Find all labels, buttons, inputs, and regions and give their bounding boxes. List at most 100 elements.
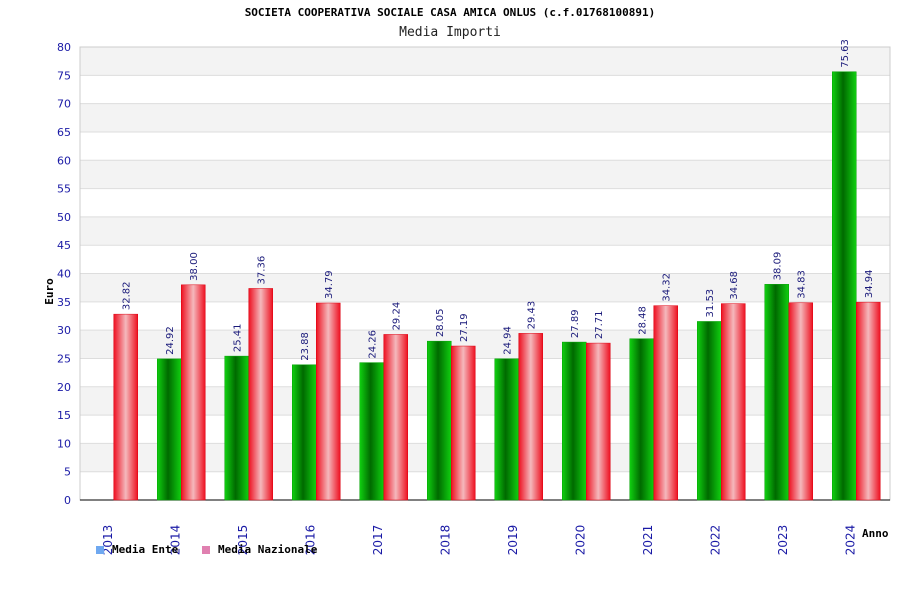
bar-value-label: 34.32 bbox=[662, 273, 673, 302]
bar-media-nazionale bbox=[788, 302, 813, 501]
legend-item-media-ente: Media Ente bbox=[96, 543, 178, 556]
bar-media-nazionale bbox=[181, 284, 206, 501]
bar-media-ente bbox=[764, 284, 789, 501]
axes: 0 5 10 15 20 25 30 35 40 45 50 55 60 65 70 75 80 Euro Anno… bbox=[43, 41, 891, 556]
bar-media-nazionale bbox=[113, 313, 138, 501]
x-tick-label: 2022 bbox=[708, 525, 722, 556]
x-tick-label: 2016 bbox=[303, 525, 317, 556]
bar-media-ente bbox=[224, 355, 249, 501]
grid-band bbox=[80, 160, 890, 189]
legend-swatch-ente bbox=[96, 545, 104, 554]
grid-band bbox=[80, 131, 890, 161]
y-tick-label: 15 bbox=[57, 409, 71, 422]
x-tick-label: 2020 bbox=[573, 525, 587, 556]
chart-subtitle: Media Importi bbox=[399, 25, 501, 40]
y-tick-label: 55 bbox=[57, 183, 71, 196]
y-tick-label: 65 bbox=[57, 126, 71, 139]
grid-band bbox=[80, 386, 890, 416]
bar-value-label: 29.43 bbox=[527, 301, 538, 330]
bar-value-label: 34.68 bbox=[729, 271, 740, 300]
y-tick-label: 25 bbox=[57, 352, 71, 365]
x-tick-label: 2014 bbox=[168, 525, 182, 556]
legend-label-ente: Media Ente bbox=[112, 543, 179, 556]
grid-band bbox=[80, 75, 890, 104]
grid-band bbox=[80, 301, 890, 331]
bar-value-label: 29.24 bbox=[392, 302, 403, 331]
grid-band bbox=[80, 330, 890, 359]
bar-media-ente bbox=[629, 338, 654, 501]
bar-media-nazionale bbox=[586, 342, 611, 501]
bar-media-ente bbox=[832, 71, 857, 501]
x-tick-label: 2024 bbox=[843, 525, 857, 556]
grid-band bbox=[80, 47, 890, 76]
chart-title: SOCIETA COOPERATIVA SOCIALE CASA AMICA O… bbox=[244, 6, 656, 19]
grid-band bbox=[80, 188, 890, 217]
bar-media-nazionale bbox=[856, 301, 881, 501]
grid-band bbox=[80, 358, 890, 387]
bar-media-ente bbox=[427, 340, 452, 501]
grid-band bbox=[80, 216, 890, 246]
y-tick-label: 0 bbox=[64, 494, 71, 507]
y-tick-label: 45 bbox=[57, 239, 71, 252]
y-tick-label: 20 bbox=[57, 381, 71, 394]
bar-media-nazionale bbox=[248, 288, 273, 501]
grid-band bbox=[80, 471, 890, 500]
y-tick-label: 40 bbox=[57, 268, 71, 281]
bar-value-label: 23.88 bbox=[300, 332, 311, 361]
bar-value-label: 37.36 bbox=[257, 256, 268, 285]
bar-value-label: 38.09 bbox=[773, 252, 784, 281]
grid-band bbox=[80, 273, 890, 302]
y-tick-label: 75 bbox=[57, 69, 71, 82]
bar-media-nazionale bbox=[653, 305, 678, 501]
y-tick-label: 5 bbox=[64, 466, 71, 479]
grid-band bbox=[80, 245, 890, 274]
x-tick-label: 2015 bbox=[236, 525, 250, 556]
bar-value-label: 25.41 bbox=[233, 323, 244, 352]
bar-value-label: 24.92 bbox=[165, 326, 176, 355]
bar-media-ente bbox=[157, 358, 182, 501]
bar-value-label: 27.19 bbox=[459, 313, 470, 342]
bar-value-label: 28.48 bbox=[638, 306, 649, 335]
y-tick-label: 80 bbox=[57, 41, 71, 54]
bar-value-label: 28.05 bbox=[435, 309, 446, 338]
bar-media-nazionale bbox=[383, 334, 408, 501]
bar-media-nazionale bbox=[316, 302, 341, 501]
bar-value-label: 32.82 bbox=[122, 282, 133, 311]
legend-label-nazionale: Media Nazionale bbox=[218, 543, 318, 556]
grid bbox=[80, 46, 890, 501]
x-axis-title: Anno bbox=[862, 527, 889, 540]
y-tick-label: 35 bbox=[57, 296, 71, 309]
x-tick-label: 2021 bbox=[641, 525, 655, 556]
x-tick-label: 2013 bbox=[101, 525, 115, 556]
bar-value-label: 38.00 bbox=[189, 252, 200, 281]
legend-swatch-nazionale bbox=[202, 545, 210, 554]
bar-value-label: 24.26 bbox=[368, 330, 379, 359]
data-labels: 32.82 24.92 38.00 25.41 37.36 23.88 34.79 24.26… bbox=[122, 39, 876, 361]
x-tick-label: 2017 bbox=[371, 525, 385, 556]
bar-media-ente bbox=[562, 341, 587, 501]
bar-media-nazionale bbox=[721, 303, 746, 501]
bar-media-nazionale bbox=[518, 333, 543, 501]
bar-media-ente bbox=[292, 364, 317, 501]
legend-item-media-nazionale: Media Nazionale bbox=[202, 543, 317, 556]
grid-band bbox=[80, 443, 890, 472]
bar-value-label: 24.94 bbox=[503, 326, 514, 355]
bar-value-label: 34.83 bbox=[797, 270, 808, 299]
grid-band bbox=[80, 103, 890, 132]
bar-media-ente bbox=[697, 321, 722, 501]
bar-value-label: 27.89 bbox=[570, 309, 581, 338]
x-tick-label: 2023 bbox=[776, 525, 790, 556]
y-tick-label: 30 bbox=[57, 324, 71, 337]
y-axis-title: Euro bbox=[43, 278, 56, 305]
grid-band bbox=[80, 415, 890, 444]
bar-media-ente bbox=[359, 362, 384, 501]
y-tick-label: 60 bbox=[57, 154, 71, 167]
x-tick-label: 2019 bbox=[506, 525, 520, 556]
y-tick-label: 10 bbox=[57, 437, 71, 450]
bar-value-label: 34.94 bbox=[864, 270, 875, 299]
x-tick-label: 2018 bbox=[438, 525, 452, 556]
bar-value-label: 31.53 bbox=[705, 289, 716, 318]
bar-media-ente bbox=[494, 358, 519, 501]
bar-value-label: 34.79 bbox=[324, 270, 335, 299]
